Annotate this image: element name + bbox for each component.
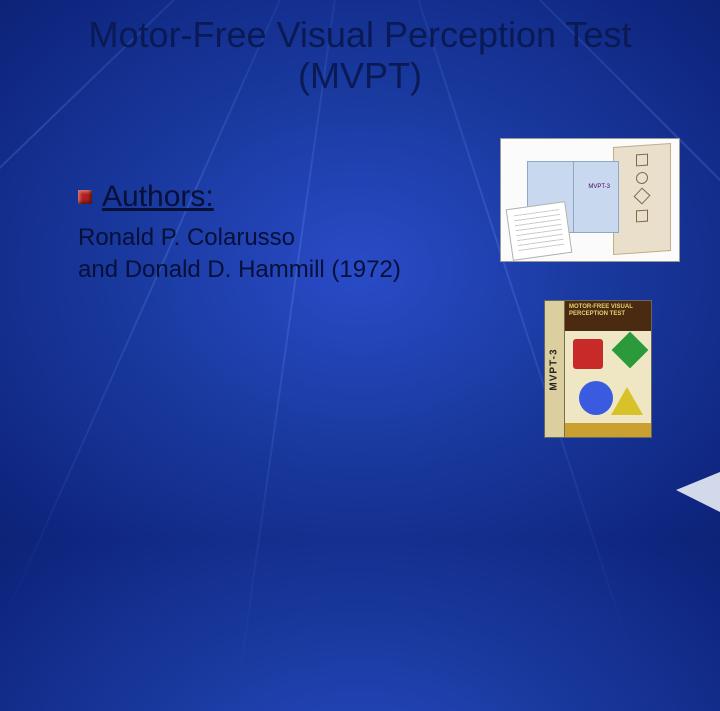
title-line-2: (MVPT) — [298, 55, 422, 96]
square-icon — [573, 339, 603, 369]
book-cover-photo: MVPT-3 MOTOR-FREE VISUAL PERCEPTION TEST — [544, 300, 652, 438]
diamond-icon — [612, 332, 649, 369]
kit-binder-label: MVPT-3 — [588, 184, 610, 190]
authors-heading: Authors: — [102, 180, 214, 214]
cover-title-2: PERCEPTION TEST — [569, 311, 625, 317]
body-line-1: Ronald P. Colarusso — [78, 224, 295, 251]
bullet-icon — [78, 190, 92, 204]
authors-heading-row: Authors: — [78, 180, 214, 214]
cover-title-1: MOTOR-FREE VISUAL — [569, 304, 633, 310]
title-line-1: Motor-Free Visual Perception Test — [89, 14, 632, 55]
test-kit-photo: MVPT-3 — [500, 138, 680, 262]
circle-icon — [579, 381, 613, 415]
corner-wedge-decoration — [676, 472, 720, 512]
book-spine-text: MVPT-3 — [549, 348, 560, 390]
body-line-2: and Donald D. Hammill (1972) — [78, 256, 401, 283]
slide-title: Motor-Free Visual Perception Test (MVPT) — [0, 14, 720, 97]
authors-body: Ronald P. Colarusso and Donald D. Hammil… — [78, 222, 401, 287]
triangle-icon — [611, 387, 643, 415]
